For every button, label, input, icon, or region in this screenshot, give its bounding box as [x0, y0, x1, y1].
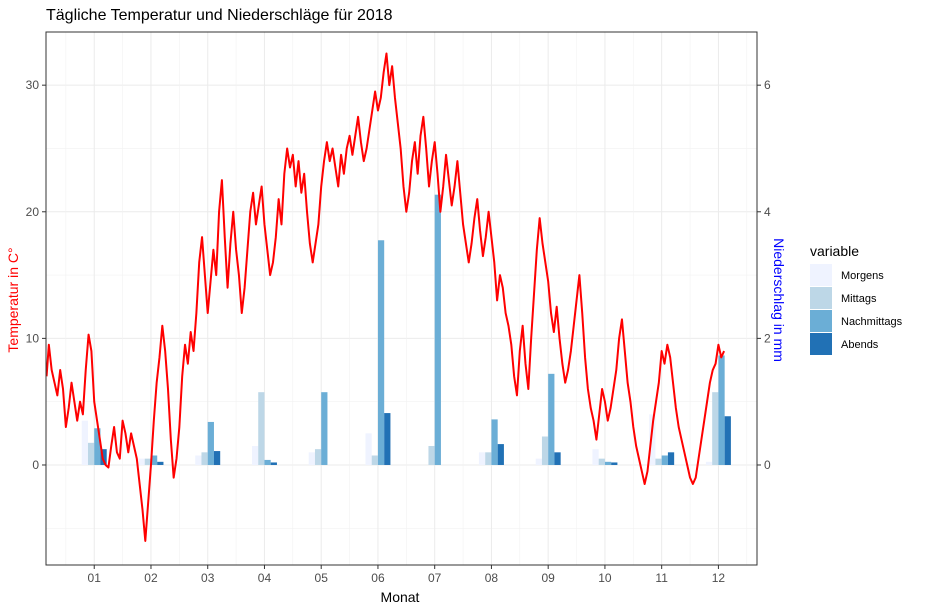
bar-mittags-06 — [371, 455, 378, 465]
legend-key-morgens — [810, 264, 832, 286]
bar-morgens-06 — [365, 433, 372, 465]
grid — [46, 32, 757, 565]
x-tick-label: 04 — [258, 571, 272, 585]
right-axis: 0 2 4 6 — [757, 78, 771, 472]
bar-morgens-04 — [251, 445, 259, 465]
bar-nachmittags-06 — [377, 240, 385, 465]
temperature-line-layer — [45, 52, 726, 542]
x-tick-label: 02 — [144, 571, 158, 585]
legend-label-morgens: Morgens — [841, 270, 884, 282]
right-tick-label: 6 — [764, 78, 771, 92]
x-tick-label: 03 — [201, 571, 215, 585]
left-tick-label: 20 — [26, 205, 40, 219]
bar-nachmittags-10 — [604, 461, 612, 465]
bar-nachmittags-12 — [718, 355, 725, 465]
bar-mittags-01 — [87, 442, 95, 465]
bar-nachmittags-03 — [207, 421, 214, 465]
bar-mittags-04 — [258, 392, 265, 465]
temperature-line — [45, 52, 726, 542]
bar-abends-06 — [384, 413, 391, 465]
x-tick-label: 01 — [88, 571, 102, 585]
legend-title: variable — [810, 243, 859, 259]
x-axis: 01 02 03 04 05 06 07 08 09 10 11 12 — [88, 565, 726, 585]
panel-border — [45, 31, 758, 566]
left-tick-label: 10 — [26, 331, 40, 345]
bar-abends-12 — [724, 416, 731, 465]
left-tick-label: 30 — [26, 78, 40, 92]
right-tick-label: 0 — [764, 458, 771, 472]
bar-nachmittags-08 — [491, 419, 498, 465]
legend-label-abends: Abends — [841, 339, 879, 351]
bar-mittags-09 — [541, 436, 549, 465]
bar-morgens-09 — [535, 458, 542, 465]
bar-abends-09 — [554, 452, 561, 465]
bar-nachmittags-07 — [434, 194, 441, 465]
legend-label-nachmittags: Nachmittags — [841, 316, 903, 328]
bar-mittags-08 — [485, 452, 492, 465]
bar-morgens-03 — [195, 455, 202, 465]
bar-morgens-12 — [705, 461, 713, 465]
right-tick-label: 4 — [764, 205, 771, 219]
left-tick-label: 0 — [32, 458, 39, 472]
chart-title: Tägliche Temperatur und Niederschläge fü… — [46, 7, 393, 24]
bar-mittags-12 — [712, 392, 719, 465]
bar-morgens-11 — [649, 414, 656, 465]
bar-nachmittags-04 — [264, 459, 271, 465]
bar-mittags-05 — [314, 449, 322, 465]
bar-morgens-10 — [592, 449, 599, 465]
bar-nachmittags-11 — [661, 455, 668, 465]
bar-abends-11 — [667, 452, 675, 465]
left-axis-title: Temperatur in C° — [5, 247, 21, 352]
bar-nachmittags-09 — [548, 373, 555, 465]
left-axis: 0 10 20 30 — [26, 78, 46, 472]
right-tick-label: 2 — [764, 331, 771, 345]
bars — [81, 194, 731, 465]
bar-mittags-11 — [655, 458, 662, 465]
legend-label-mittags: Mittags — [841, 293, 877, 305]
x-tick-label: 06 — [371, 571, 385, 585]
bar-nachmittags-02 — [150, 455, 158, 465]
x-tick-label: 09 — [542, 571, 556, 585]
bar-mittags-07 — [428, 445, 435, 465]
bar-nachmittags-01 — [94, 428, 101, 465]
x-axis-title: Monat — [381, 589, 420, 605]
x-tick-label: 05 — [315, 571, 329, 585]
x-tick-label: 11 — [655, 571, 668, 585]
x-tick-label: 12 — [712, 571, 726, 585]
legend-key-abends — [810, 333, 832, 355]
bar-abends-03 — [213, 451, 221, 465]
legend: variable Morgens Mittags Nachmittags Abends — [810, 243, 903, 355]
x-tick-label: 08 — [485, 571, 499, 585]
bar-abends-02 — [157, 461, 164, 465]
bar-morgens-08 — [478, 452, 486, 465]
bar-mittags-10 — [598, 458, 605, 465]
bar-nachmittags-05 — [321, 392, 328, 465]
bar-morgens-05 — [308, 452, 315, 465]
bar-abends-04 — [270, 462, 277, 465]
bar-morgens-01 — [81, 420, 88, 465]
bar-mittags-02 — [144, 458, 151, 465]
bar-abends-10 — [611, 462, 618, 465]
legend-key-mittags — [810, 287, 832, 309]
bar-mittags-03 — [201, 452, 208, 465]
bar-abends-01 — [100, 449, 107, 465]
legend-key-nachmittags — [810, 310, 832, 332]
bar-abends-08 — [497, 444, 504, 465]
x-tick-label: 10 — [598, 571, 612, 585]
x-tick-label: 07 — [428, 571, 442, 585]
bar-morgens-02 — [138, 458, 145, 465]
right-axis-title: Niederschlag in mm — [771, 238, 787, 362]
